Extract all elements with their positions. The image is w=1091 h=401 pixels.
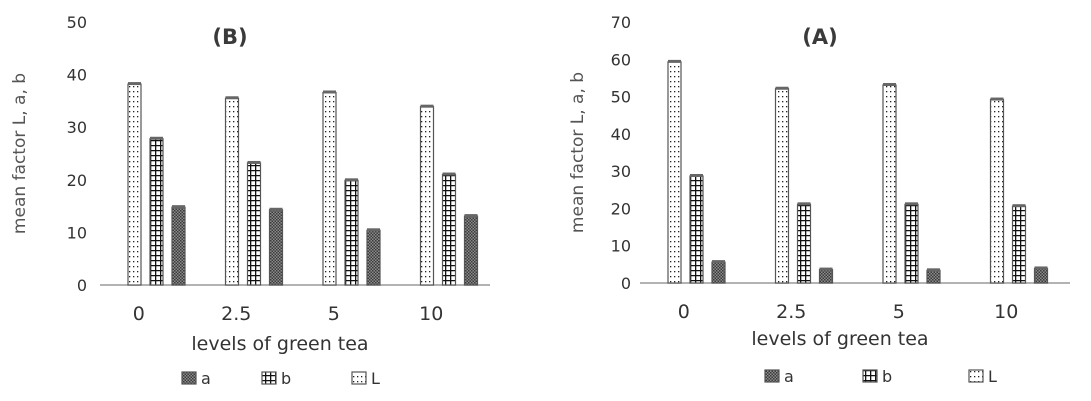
chart-b-y-tick-label: 20 — [67, 171, 87, 190]
chart-a-x-tick-label: 10 — [994, 301, 1018, 323]
chart-a-legend-swatch-L — [968, 369, 984, 383]
chart-b-y-tick-label: 0 — [77, 276, 87, 295]
chart-b-x-tick-label: 10 — [419, 303, 443, 325]
chart-a-bar-cap — [668, 59, 681, 63]
chart-a-bar-cap — [797, 202, 811, 206]
chart-a-x-tick-label: 2.5 — [776, 301, 806, 323]
chart-a-y-tick-label: 10 — [611, 237, 631, 256]
chart-a-bar-cap — [690, 173, 703, 177]
chart-b-bar-a-10 — [463, 215, 479, 286]
chart-b-bar-cap — [247, 160, 261, 164]
chart-b-bar-a-0 — [171, 206, 186, 286]
chart-b-bar-cap — [128, 82, 141, 86]
chart-a-legend-label-L: L — [988, 367, 997, 386]
chart-a-y-tick-label: 0 — [621, 274, 631, 293]
chart-a-bar-a-0 — [711, 261, 726, 284]
chart-a-legend-label-b: b — [882, 367, 892, 386]
chart-b-bar-cap — [464, 214, 478, 218]
chart-b-legend-label-a: a — [201, 369, 211, 388]
chart-a-legend-swatch-b — [862, 369, 878, 383]
chart-a-bar-L-5 — [882, 84, 897, 284]
chart-b-bar-a-2.5 — [268, 209, 284, 286]
chart-b-bar-cap — [150, 136, 163, 140]
chart-b-y-tick-label: 10 — [67, 223, 87, 242]
chart-a-legend-label-a: a — [784, 367, 794, 386]
chart-b-bar-L-5 — [322, 91, 337, 286]
chart-b-bar-b-5 — [344, 179, 359, 286]
chart-a-bar-b-2.5 — [796, 203, 812, 284]
chart-panel-a: (A) mean factor L, a, b 0 10 20 30 40 50 60 70 0 2.… — [545, 0, 1091, 396]
chart-a-legend-swatch-a — [764, 369, 780, 383]
chart-a-x-tick-label: 0 — [678, 301, 690, 323]
chart-a-y-tick-label: 70 — [611, 13, 631, 32]
chart-b-bar-cap — [269, 207, 283, 211]
chart-b-y-axis-label: mean factor L, a, b — [10, 73, 30, 234]
chart-b-legend-swatch-a — [181, 371, 197, 385]
chart-b-bar-L-0 — [127, 83, 142, 286]
chart-a-bar-cap — [1012, 204, 1026, 208]
chart-a-bar-a-2.5 — [818, 268, 834, 284]
chart-a-bar-cap — [927, 268, 940, 272]
chart-a-bar-cap — [819, 267, 833, 271]
chart-panel-b: (B) mean factor L, a, b 0 10 20 30 40 50 0 2.5 5 10… — [0, 0, 545, 396]
chart-a-bar-cap — [990, 97, 1004, 101]
chart-b-svg: (B) mean factor L, a, b 0 10 20 30 40 50 0 2.5 5 10… — [10, 13, 490, 388]
chart-b-bar-cap — [225, 96, 239, 100]
chart-b-legend-swatch-b — [261, 371, 277, 385]
chart-a-bar-cap — [1034, 266, 1048, 270]
chart-b-bar-L-10 — [419, 106, 435, 286]
chart-b-y-tick-label: 40 — [67, 66, 87, 85]
chart-b-bar-cap — [367, 228, 380, 232]
chart-b-bar-cap — [420, 104, 434, 108]
chart-b-x-tick-label: 2.5 — [221, 303, 251, 325]
chart-a-x-tick-label: 5 — [893, 301, 905, 323]
chart-b-x-axis-label: levels of green tea — [191, 333, 368, 355]
chart-a-y-tick-label: 30 — [611, 162, 631, 181]
chart-b-legend-label-b: b — [281, 369, 291, 388]
chart-b-legend-label-L: L — [371, 369, 380, 388]
chart-a-y-tick-label: 20 — [611, 199, 631, 218]
chart-a-title: (A) — [802, 25, 837, 49]
chart-a-bar-cap — [883, 83, 896, 87]
chart-b-y-tick-label: 30 — [67, 118, 87, 137]
chart-a-bar-a-5 — [926, 269, 941, 284]
chart-b-x-tick-label: 5 — [328, 303, 340, 325]
chart-a-bar-L-2.5 — [774, 88, 790, 284]
chart-a-bar-L-10 — [989, 98, 1005, 284]
chart-a-bar-b-0 — [689, 175, 704, 284]
chart-b-bar-a-5 — [366, 229, 381, 286]
chart-a-bar-cap — [712, 260, 725, 264]
chart-a-bar-cap — [775, 86, 789, 90]
chart-b-bar-cap — [442, 172, 456, 176]
chart-a-bar-a-10 — [1033, 267, 1049, 284]
chart-a-y-tick-label: 50 — [611, 88, 631, 107]
chart-b-legend-swatch-L — [351, 371, 367, 385]
chart-a-bar-L-0 — [667, 61, 682, 284]
chart-a-y-tick-label: 40 — [611, 125, 631, 144]
chart-b-bar-L-2.5 — [224, 97, 240, 286]
chart-b-x-tick-label: 0 — [133, 303, 145, 325]
chart-b-title: (B) — [212, 25, 247, 49]
chart-b-bar-b-10 — [441, 173, 457, 286]
chart-b-bar-cap — [172, 205, 185, 209]
chart-a-x-axis-label: levels of green tea — [751, 328, 928, 350]
chart-a-bar-cap — [905, 202, 918, 206]
chart-a-bar-b-10 — [1011, 205, 1027, 284]
chart-b-bar-b-0 — [149, 138, 164, 286]
chart-a-y-tick-label: 60 — [611, 50, 631, 69]
chart-b-bar-cap — [345, 178, 358, 182]
chart-a-y-axis-label: mean factor L, a, b — [568, 72, 588, 233]
chart-b-bar-b-2.5 — [246, 162, 262, 286]
chart-a-bar-b-5 — [904, 203, 919, 284]
chart-b-y-tick-label: 50 — [67, 13, 87, 32]
chart-b-bar-cap — [323, 90, 336, 94]
chart-a-svg: (A) mean factor L, a, b 0 10 20 30 40 50 60 70 0 2.… — [568, 13, 1070, 386]
